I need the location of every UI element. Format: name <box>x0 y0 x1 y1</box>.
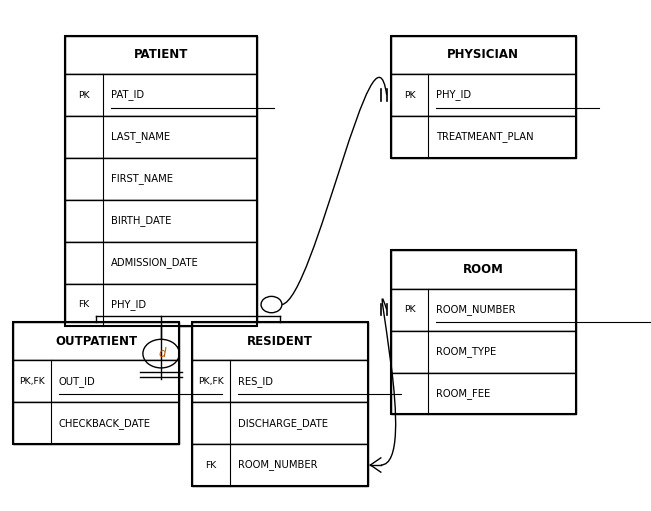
Text: ROOM_TYPE: ROOM_TYPE <box>436 346 497 357</box>
Bar <box>391 36 576 74</box>
Text: TREATMEANT_PLAN: TREATMEANT_PLAN <box>436 131 534 143</box>
Bar <box>192 322 368 360</box>
Bar <box>192 444 368 486</box>
Bar <box>391 36 576 158</box>
Bar <box>391 250 576 414</box>
Text: OUT_ID: OUT_ID <box>59 376 95 387</box>
Text: ROOM: ROOM <box>463 263 504 276</box>
Bar <box>65 200 257 242</box>
Text: BIRTH_DATE: BIRTH_DATE <box>111 215 171 226</box>
Bar <box>192 360 368 402</box>
Text: d: d <box>159 347 166 360</box>
Bar <box>391 331 576 373</box>
Text: PK: PK <box>78 90 90 100</box>
Bar <box>65 158 257 200</box>
Bar <box>13 322 179 444</box>
Bar <box>391 116 576 158</box>
Text: ROOM_FEE: ROOM_FEE <box>436 388 490 399</box>
Bar <box>65 36 257 326</box>
Text: FK: FK <box>78 300 90 309</box>
Bar <box>65 116 257 158</box>
Bar <box>391 373 576 414</box>
Text: RES_ID: RES_ID <box>238 376 273 387</box>
Bar <box>65 284 257 326</box>
Bar <box>13 322 179 360</box>
Text: LAST_NAME: LAST_NAME <box>111 131 170 143</box>
Text: PHY_ID: PHY_ID <box>436 89 471 101</box>
Bar <box>65 242 257 284</box>
Bar <box>391 289 576 331</box>
Text: PK: PK <box>404 90 415 100</box>
Text: PAT_ID: PAT_ID <box>111 89 144 101</box>
Text: PATIENT: PATIENT <box>134 49 188 61</box>
Bar <box>65 74 257 116</box>
Bar <box>391 250 576 289</box>
Bar <box>192 322 368 486</box>
Text: ROOM_NUMBER: ROOM_NUMBER <box>436 304 516 315</box>
Text: FK: FK <box>205 460 217 470</box>
Text: ROOM_NUMBER: ROOM_NUMBER <box>238 459 317 471</box>
Text: PHY_ID: PHY_ID <box>111 299 146 310</box>
Text: FIRST_NAME: FIRST_NAME <box>111 173 173 184</box>
Text: PK,FK: PK,FK <box>198 377 224 386</box>
Text: ADMISSION_DATE: ADMISSION_DATE <box>111 257 199 268</box>
Text: PK,FK: PK,FK <box>19 377 45 386</box>
Bar <box>13 360 179 402</box>
Text: PK: PK <box>404 305 415 314</box>
Bar <box>13 402 179 444</box>
Bar <box>391 74 576 116</box>
Bar <box>192 402 368 444</box>
Text: DISCHARGE_DATE: DISCHARGE_DATE <box>238 417 327 429</box>
Text: OUTPATIENT: OUTPATIENT <box>55 335 137 347</box>
Text: CHECKBACK_DATE: CHECKBACK_DATE <box>59 417 150 429</box>
Bar <box>65 36 257 74</box>
Text: PHYSICIAN: PHYSICIAN <box>447 49 519 61</box>
Text: RESIDENT: RESIDENT <box>247 335 313 347</box>
